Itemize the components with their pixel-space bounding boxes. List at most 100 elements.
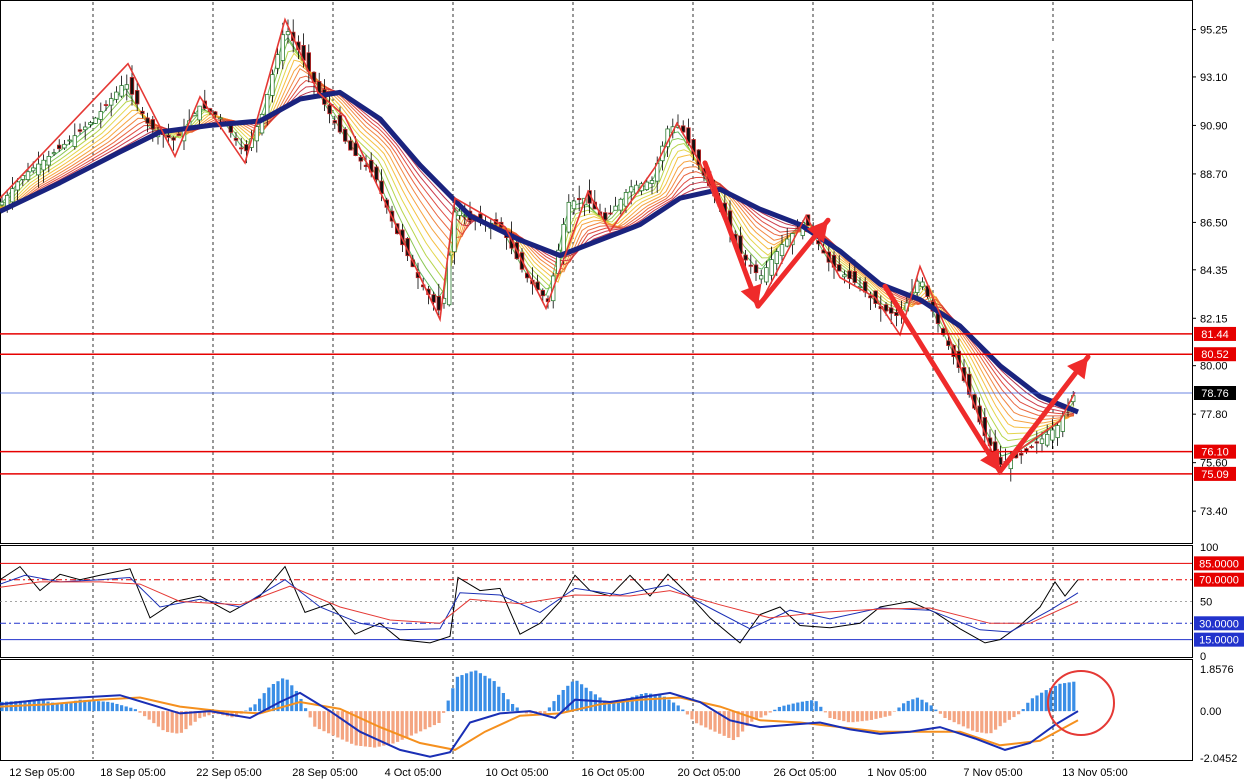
macd-histogram-bar [87,700,91,712]
rsi-level-tag [1194,556,1244,571]
macd-histogram-bar [819,706,823,712]
candle-body [98,111,103,120]
candle-body [452,211,457,253]
macd-histogram-bar [64,702,68,712]
macd-histogram-bar [593,694,597,712]
candle-body [743,254,748,261]
candle-body [1029,446,1034,448]
y-tick-label: 90.90 [1200,120,1228,132]
candle-body [436,295,441,311]
candle-body [0,201,5,206]
x-tick-label: 28 Sep 05:00 [292,767,357,779]
candle-body [103,104,109,106]
candle-body [259,114,265,134]
level-tag-label: 75.09 [1201,469,1229,481]
level-tag [1194,347,1236,362]
macd-histogram-bar [667,699,671,712]
macd-histogram-bar [465,673,469,712]
macd-histogram-bar [731,711,735,741]
watermark-logo: VATEE [968,33,1157,93]
macd-histogram-bar [423,711,427,730]
y-tick-label: 84.35 [1200,265,1228,277]
macd-histogram-bar [488,678,492,712]
macd-histogram-bar [184,711,188,730]
macd-histogram-bar [750,711,754,722]
macd-histogram-bar [980,711,984,733]
macd-histogram-bar [267,687,271,712]
macd-histogram-bar [612,703,616,712]
macd-histogram-bar [810,700,814,712]
macd-histogram-bar [129,707,133,712]
macd-histogram-bar [672,702,676,712]
macd-histogram-bar [699,711,703,726]
arrow-head [1067,356,1088,380]
macd-histogram-bar [442,711,446,713]
macd-histogram-bar [557,694,561,712]
candle-body [197,105,202,121]
macd-y-tick-label: 0.00 [1200,706,1221,718]
candle-body [779,244,785,257]
macd-histogram-bar [768,711,772,713]
macd-histogram-bar [538,711,542,714]
macd-histogram-bar [943,711,947,718]
y-tick-label: 73.40 [1200,506,1228,518]
candle-body [275,54,280,69]
rsi-level-tag-label: 85.0000 [1199,558,1239,570]
macd-histogram-bar [984,711,988,734]
macd-histogram-bar [359,711,363,746]
rsi-level-tag-label: 70.0000 [1199,575,1239,587]
y-tick-label: 88.70 [1200,169,1228,181]
macd-histogram-bar [327,711,331,734]
rsi-y-tick-label: 0 [1200,651,1206,663]
macd-histogram-bar [285,679,289,712]
level-tag [1194,326,1236,341]
macd-histogram-bar [202,711,206,717]
candle-body [446,254,452,306]
macd-histogram-bar [179,711,183,733]
candle-body [603,212,608,221]
candle-body [332,120,337,124]
macd-histogram-bar [235,711,239,717]
macd-histogram-bar [170,711,174,733]
macd-histogram-bar [777,706,781,712]
macd-histogram-bar [405,711,409,738]
macd-histogram-bar [497,686,501,712]
candle-body [353,142,358,156]
macd-histogram-bar [805,700,809,712]
macd-histogram-bar [1021,709,1025,712]
macd-histogram-bar [814,701,818,712]
candle-body [462,215,467,218]
candle-body [41,159,46,171]
macd-histogram-bar [110,702,114,712]
x-tick-label: 1 Nov 05:00 [867,767,926,779]
macd-histogram-bar [308,711,312,718]
macd-histogram-bar [791,703,795,712]
macd-histogram-bar [1017,711,1021,715]
macd-histogram-bar [874,711,878,719]
candle-body [1050,429,1055,441]
macd-histogram-bar [616,701,620,712]
candle-body [145,117,150,124]
candle-body [119,85,124,97]
y-tick-label: 75.60 [1200,458,1228,470]
macd-histogram-bar [938,711,942,714]
macd-histogram-bar [1072,681,1076,712]
candle-body [571,200,577,210]
macd-histogram-bar [718,711,722,734]
macd-histogram-bar [888,711,892,716]
candle-body [342,128,348,142]
macd-histogram-bar [607,703,611,712]
macd-histogram-bar [929,705,933,712]
macd-histogram-bar [400,711,404,740]
rsi-series-line [0,565,1079,644]
macd-histogram-bar [156,711,160,727]
macd-histogram-bar [506,699,510,712]
macd-histogram-bar [469,671,473,712]
macd-histogram-bar [957,711,961,725]
candle-body [5,194,10,207]
macd-histogram-bar [414,711,418,734]
macd-histogram-bar [290,685,294,712]
candle-body [30,167,36,172]
macd-histogram-bar [865,711,869,721]
